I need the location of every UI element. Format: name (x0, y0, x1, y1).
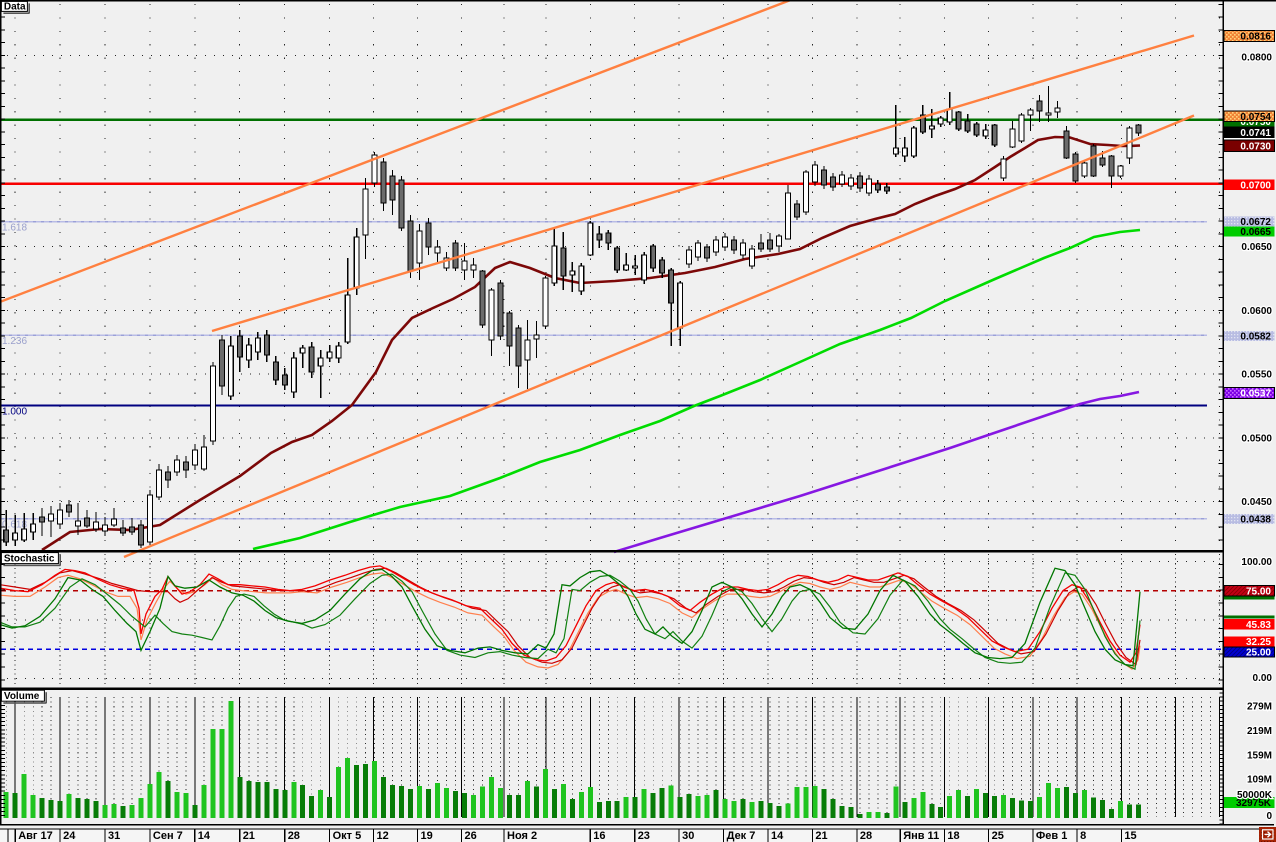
svg-text:109M: 109M (1247, 775, 1272, 786)
svg-text:0.0730: 0.0730 (1240, 141, 1271, 152)
svg-text:75.00: 75.00 (1246, 586, 1271, 597)
svg-text:Янв 11: Янв 11 (903, 830, 939, 842)
svg-text:28: 28 (288, 830, 300, 842)
svg-text:23: 23 (638, 830, 650, 842)
svg-text:31: 31 (108, 830, 120, 842)
svg-text:0.0550: 0.0550 (1241, 370, 1272, 381)
svg-text:50000K: 50000K (1237, 790, 1273, 801)
svg-text:0: 0 (1266, 811, 1272, 822)
svg-text:16: 16 (593, 830, 605, 842)
svg-text:0.00: 0.00 (1253, 673, 1273, 684)
svg-text:Сен 7: Сен 7 (153, 830, 183, 842)
svg-text:18: 18 (947, 830, 959, 842)
svg-text:45.83: 45.83 (1246, 620, 1271, 631)
svg-text:1.000: 1.000 (2, 407, 27, 418)
svg-text:24: 24 (63, 830, 76, 842)
svg-text:0.0800: 0.0800 (1241, 52, 1272, 63)
svg-text:219M: 219M (1247, 726, 1272, 737)
svg-text:21: 21 (243, 830, 255, 842)
svg-text:32975K: 32975K (1236, 798, 1272, 809)
svg-text:100.00: 100.00 (1241, 557, 1272, 568)
svg-text:0.0754: 0.0754 (1240, 112, 1271, 123)
svg-text:Окт 5: Окт 5 (333, 830, 362, 842)
svg-text:21: 21 (815, 830, 827, 842)
svg-text:Фев 1: Фев 1 (1036, 830, 1067, 842)
svg-text:19: 19 (421, 830, 433, 842)
svg-text:32.25: 32.25 (1246, 637, 1271, 648)
svg-text:28: 28 (860, 830, 872, 842)
svg-text:14: 14 (771, 830, 784, 842)
svg-text:8: 8 (1080, 830, 1086, 842)
svg-text:Дек 7: Дек 7 (727, 830, 756, 842)
svg-text:Data: Data (4, 1, 26, 12)
svg-text:14: 14 (198, 830, 211, 842)
svg-text:0.0750: 0.0750 (1240, 117, 1271, 128)
svg-text:0.0582: 0.0582 (1240, 332, 1271, 343)
svg-text:0.0450: 0.0450 (1241, 497, 1272, 508)
svg-text:12: 12 (377, 830, 389, 842)
svg-text:279M: 279M (1247, 702, 1272, 713)
svg-text:0.0816: 0.0816 (1240, 32, 1271, 43)
svg-text:0.0700: 0.0700 (1240, 180, 1271, 191)
svg-text:Авг 17: Авг 17 (18, 830, 53, 842)
svg-text:0.0600: 0.0600 (1241, 306, 1272, 317)
svg-text:30: 30 (682, 830, 694, 842)
svg-text:1.618: 1.618 (2, 223, 27, 234)
svg-text:0.0665: 0.0665 (1240, 227, 1271, 238)
svg-text:0.0741: 0.0741 (1240, 128, 1271, 139)
svg-text:0.0672: 0.0672 (1240, 217, 1271, 228)
svg-text:Ноя 2: Ноя 2 (507, 830, 537, 842)
svg-text:1.236: 1.236 (2, 336, 27, 347)
svg-text:0.0500: 0.0500 (1241, 433, 1272, 444)
svg-text:Stochastic: Stochastic (4, 554, 55, 565)
svg-text:26: 26 (465, 830, 477, 842)
svg-text:25.00: 25.00 (1246, 648, 1271, 659)
svg-text:159M: 159M (1247, 750, 1272, 761)
svg-text:Volume: Volume (4, 691, 40, 702)
svg-text:25: 25 (992, 830, 1004, 842)
svg-text:0.0438: 0.0438 (1240, 515, 1271, 526)
svg-text:0.0650: 0.0650 (1241, 242, 1272, 253)
svg-text:0.0537: 0.0537 (1240, 389, 1271, 400)
svg-text:15: 15 (1124, 830, 1136, 842)
